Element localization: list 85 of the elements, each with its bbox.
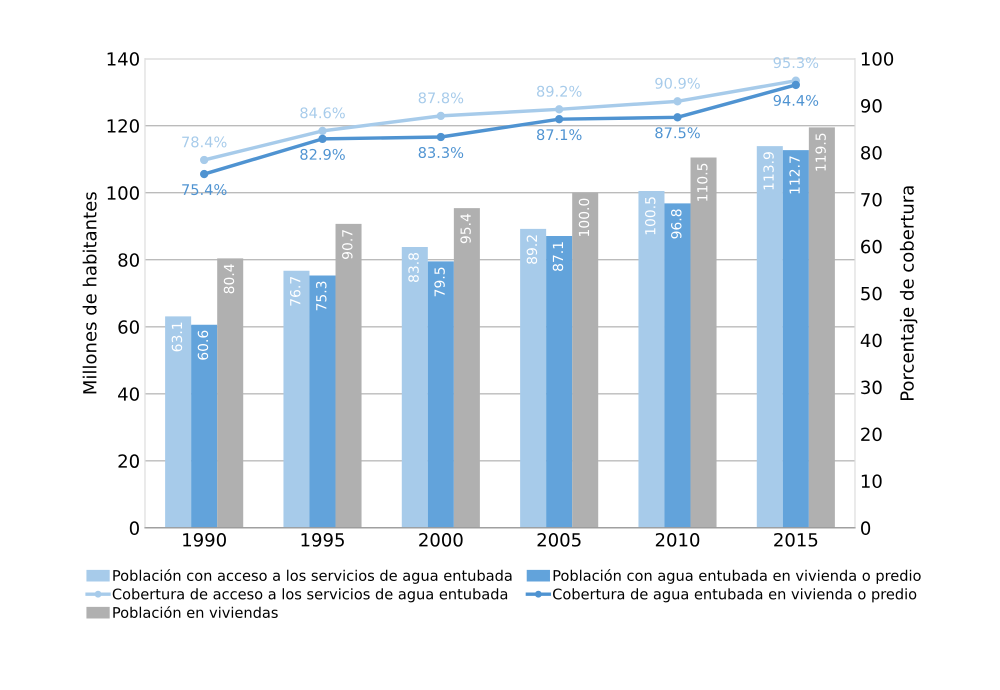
point	[555, 105, 564, 114]
x-tick-label: 2000	[419, 533, 463, 547]
bar	[165, 316, 192, 528]
data-label: 84.6%	[300, 107, 345, 118]
data-label: 113.9	[763, 152, 774, 190]
x-tick-label: 1995	[302, 533, 344, 547]
x-tick-label: 2005	[538, 533, 581, 547]
data-label: 89.2	[526, 235, 538, 264]
point	[318, 126, 327, 136]
point	[318, 134, 327, 144]
y-tick-label: 100	[108, 186, 139, 200]
legend-label: Cobertura de acceso a los servicios de agua entubada	[112, 588, 508, 602]
y2-tick-label: 70	[861, 192, 882, 207]
data-label: 95.4	[460, 214, 471, 244]
bar	[428, 261, 454, 528]
bar	[191, 324, 218, 528]
point	[673, 97, 682, 106]
data-label: 112.7	[789, 156, 800, 194]
y2-tick-label: 20	[861, 427, 882, 442]
data-label: 90.7	[342, 230, 353, 259]
y-tick-label: 40	[118, 387, 139, 401]
bar	[756, 146, 783, 528]
bar	[283, 270, 310, 528]
x-tick-label: 1990	[183, 533, 226, 547]
bar	[664, 203, 691, 528]
point	[436, 112, 445, 120]
y2-tick-label: 100	[862, 52, 894, 66]
bar	[638, 191, 664, 528]
data-label: 90.9%	[655, 78, 700, 89]
data-label: 100.5	[644, 197, 656, 234]
data-label: 95.3%	[774, 57, 818, 68]
x-tick-label: 2015	[774, 533, 818, 547]
legend-label: Población con acceso a los servicios de agua entubada	[113, 569, 512, 584]
legend-label: Población con agua entubada en vivienda o predio	[554, 569, 921, 584]
data-label: 79.5	[434, 268, 445, 296]
bar	[402, 247, 428, 528]
y2-tick-label: 40	[860, 334, 882, 348]
y-tick-label: 20	[118, 454, 139, 468]
data-label: 110.5	[697, 164, 708, 201]
data-label: 60.6	[198, 330, 208, 360]
data-label: 75.4%	[182, 184, 227, 196]
y2-tick-label: 0	[861, 521, 870, 535]
y2-tick-label: 80	[861, 146, 882, 160]
bar	[520, 228, 546, 528]
y2-tick-label: 90	[861, 99, 882, 113]
y-tick-label: 0	[130, 521, 139, 535]
data-label: 87.8%	[418, 92, 464, 104]
point	[200, 156, 208, 164]
y-tick-label: 60	[118, 320, 139, 334]
data-label: 82.9%	[300, 148, 345, 160]
data-label: 83.8	[408, 252, 419, 282]
point	[792, 80, 800, 90]
data-label: 89.2%	[536, 86, 582, 97]
data-label: 75.3	[316, 282, 327, 310]
point	[436, 132, 445, 142]
data-label: 94.4%	[774, 94, 818, 106]
y2-axis-title: Porcentaje de cobertura	[900, 186, 918, 400]
legend-label: Cobertura de agua entubada en vivienda o predio	[553, 588, 916, 602]
data-label: 76.7	[290, 277, 300, 306]
y-tick-label: 120	[108, 119, 139, 133]
y2-tick-label: 10	[862, 474, 882, 488]
bar	[546, 236, 572, 528]
data-label: 83.3%	[418, 146, 464, 158]
bar	[309, 275, 336, 528]
data-label: 96.8	[671, 209, 682, 239]
data-label: 87.5%	[655, 127, 700, 138]
data-label: 119.5	[815, 134, 826, 171]
point	[673, 113, 682, 122]
legend-label: Población en viviendas	[113, 606, 278, 618]
data-label: 87.1	[552, 242, 564, 271]
bar	[782, 150, 809, 528]
data-label: 63.1	[172, 322, 182, 352]
y-axis-title: Millones de habitantes	[82, 192, 97, 394]
y-tick-label: 140	[108, 52, 139, 66]
data-label: 80.4	[224, 264, 234, 294]
point	[555, 115, 564, 124]
data-label: 78.4%	[182, 136, 227, 148]
y2-tick-label: 30	[861, 380, 882, 394]
data-label: 87.1%	[536, 129, 582, 140]
y2-tick-label: 60	[861, 240, 882, 254]
data-label: 100.0	[578, 198, 590, 236]
x-tick-label: 2010	[656, 533, 700, 547]
point	[200, 170, 208, 178]
y2-tick-label: 50	[861, 286, 882, 300]
y-tick-label: 80	[118, 253, 139, 267]
